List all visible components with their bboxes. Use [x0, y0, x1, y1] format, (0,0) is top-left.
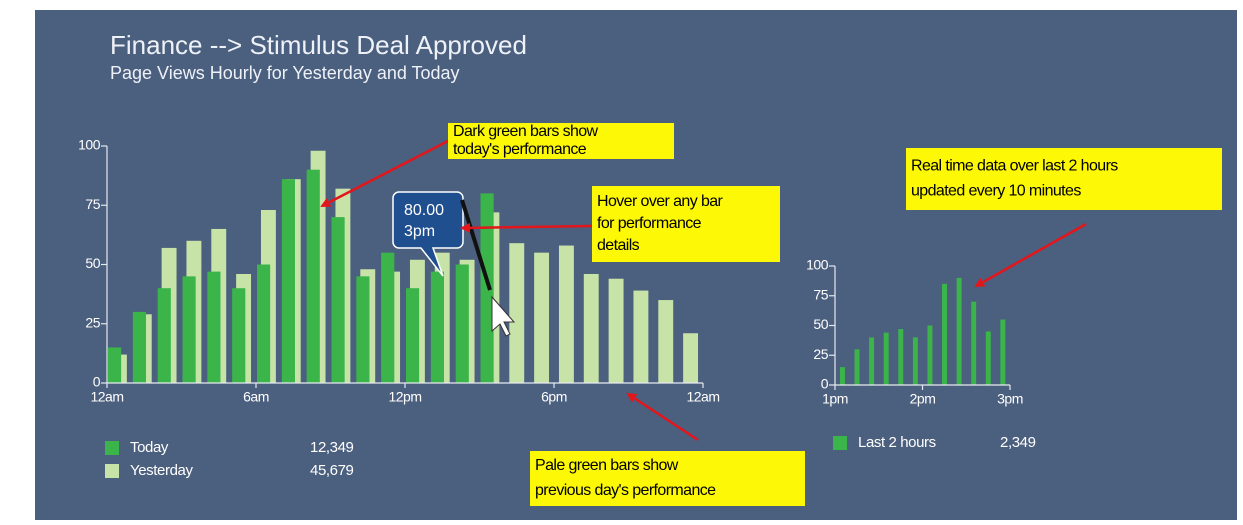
- legend-total: 12,349: [310, 439, 354, 456]
- tooltip-box: [392, 191, 464, 277]
- y-tick-label: 50: [85, 255, 100, 271]
- annotation-text: Hover over any bar: [597, 193, 724, 210]
- bar: [854, 349, 860, 385]
- tooltip: 80.00 3pm: [392, 191, 516, 337]
- bar: [107, 347, 122, 383]
- annotation-text: previous day's performance: [535, 482, 716, 499]
- bar: [356, 276, 370, 383]
- tooltip-x: 3pm: [404, 223, 435, 240]
- bar: [583, 273, 599, 383]
- x-tick-label: 1pm: [822, 391, 848, 407]
- bar: [971, 301, 977, 385]
- bar: [869, 337, 875, 385]
- bar: [1000, 319, 1006, 385]
- annotation-arrow: [460, 222, 593, 233]
- tooltip-pointer: [460, 199, 492, 291]
- legend-label: Last 2 hours: [858, 434, 936, 451]
- bar: [182, 276, 196, 383]
- annotation-text: details: [597, 237, 640, 254]
- bar: [381, 252, 395, 383]
- legend-label: Yesterday: [130, 462, 193, 479]
- legend-swatch: [105, 464, 119, 478]
- bar: [405, 288, 420, 383]
- bar: [306, 169, 320, 383]
- bar: [839, 367, 845, 385]
- charts: 0 25 50 75 100 12am 6am 12pm 6pm 12am Today 12,349 Y…: [78, 137, 1036, 479]
- y-tick-label: 75: [85, 196, 100, 212]
- bar: [956, 277, 962, 385]
- bar: [281, 179, 295, 383]
- annotation-text: updated every 10 minutes: [911, 183, 1081, 200]
- bar: [912, 337, 918, 385]
- bar: [927, 325, 933, 385]
- legend-total: 2,349: [1000, 434, 1036, 451]
- bar: [331, 217, 345, 383]
- y-tick-label: 75: [813, 286, 828, 302]
- y-tick-label: 0: [821, 376, 829, 392]
- y-tick-label: 50: [813, 316, 828, 332]
- bar: [509, 243, 525, 383]
- annotation-arrow: [974, 222, 1087, 288]
- panel: [35, 10, 1237, 520]
- bar: [558, 245, 574, 383]
- bar: [256, 264, 271, 383]
- bar: [985, 331, 991, 385]
- title: Finance --> Stimulus Deal Approved: [110, 30, 527, 60]
- bar: [232, 288, 246, 383]
- annotation-text: Pale green bars show: [535, 457, 679, 474]
- bar: [157, 288, 171, 383]
- annotation-box: [906, 148, 1222, 210]
- x-tick-label: 12am: [686, 389, 719, 405]
- annotation-text: today's performance: [453, 141, 587, 158]
- y-tick-label: 25: [813, 346, 828, 362]
- annotation-box: [448, 123, 674, 159]
- bar: [132, 311, 146, 383]
- bar: [883, 332, 889, 385]
- legend-total: 45,679: [310, 462, 354, 479]
- annotation-box: [530, 451, 805, 506]
- bar: [633, 290, 649, 383]
- subtitle: Page Views Hourly for Yesterday and Toda…: [110, 63, 460, 83]
- bar: [430, 271, 444, 383]
- x-tick-label: 12am: [90, 389, 123, 405]
- y-tick-label: 100: [806, 257, 829, 273]
- annotation-text: Real time data over last 2 hours: [911, 158, 1118, 175]
- x-tick-label: 3pm: [997, 391, 1023, 407]
- chart: 0 25 50 75 100 12am 6am 12pm 6pm 12am Today 12,349 Y…: [78, 137, 720, 479]
- y-tick-label: 0: [93, 374, 101, 390]
- annotation-arrow: [626, 392, 699, 442]
- tooltip-value: 80.00: [404, 202, 444, 219]
- chart: 0 25 50 75 100 1pm 2pm 3pm Last 2 hours 2,349: [806, 257, 1036, 451]
- bar: [683, 333, 699, 383]
- annotation-arrow: [320, 139, 449, 208]
- annotation-text: Dark green bars show: [453, 123, 599, 140]
- legend-label: Today: [130, 439, 169, 456]
- legend-swatch: [105, 441, 119, 455]
- bar: [207, 271, 221, 383]
- bar: [455, 264, 469, 383]
- annotation-text: for performance: [597, 215, 702, 232]
- x-tick-label: 6pm: [541, 389, 567, 405]
- bar: [480, 193, 494, 383]
- bar: [942, 283, 947, 385]
- y-tick-label: 25: [85, 314, 100, 330]
- x-tick-label: 12pm: [388, 389, 421, 405]
- bar: [658, 300, 674, 383]
- y-tick-label: 100: [78, 137, 101, 153]
- bar: [534, 252, 550, 383]
- annotation-box: [592, 186, 780, 262]
- cursor: [491, 295, 516, 337]
- x-tick-label: 6am: [243, 389, 269, 405]
- bar: [608, 278, 624, 383]
- x-tick-label: 2pm: [910, 391, 936, 407]
- bar: [898, 329, 904, 385]
- legend-swatch: [833, 436, 847, 450]
